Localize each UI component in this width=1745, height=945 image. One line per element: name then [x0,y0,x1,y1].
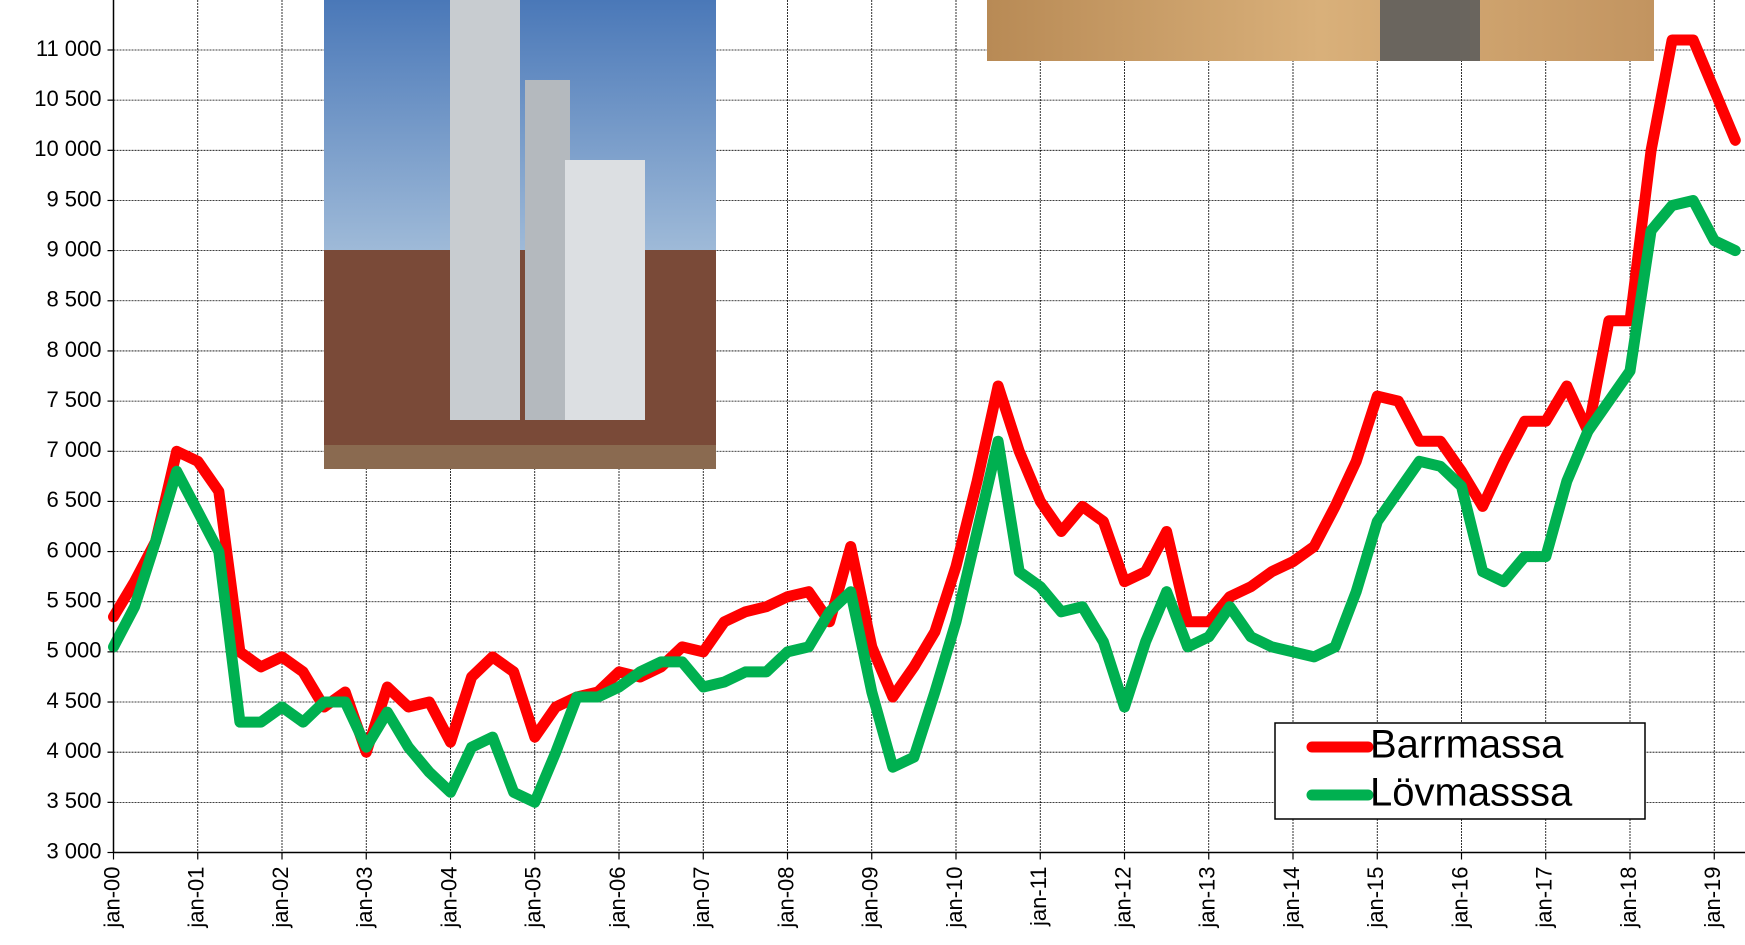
x-tick-label: jan-15 [1363,867,1388,929]
x-tick-label: jan-19 [1700,867,1725,929]
y-tick-label: 10 000 [34,136,101,161]
series-line [108,34,1741,758]
y-tick-label: 7 000 [46,437,101,462]
x-tick-label: jan-07 [689,867,714,929]
y-tick-label: 10 500 [34,86,101,111]
y-tick-label: 9 000 [46,236,101,261]
tower [565,160,645,420]
x-tick-label: jan-16 [1447,867,1472,929]
photo [987,0,1654,61]
photo-chips [987,0,1654,61]
x-tick-label: jan-11 [1026,867,1051,928]
y-tick-label: 3 500 [46,788,101,813]
y-tick-label: 7 500 [46,387,101,412]
x-tick-label: jan-09 [858,867,883,929]
y-tick-label: 4 500 [46,688,101,713]
x-tick-label: jan-10 [942,867,967,929]
y-tick-label: 9 500 [46,186,101,211]
x-tick-label: jan-04 [436,867,461,929]
x-tick-label: jan-18 [1616,867,1641,929]
ground [324,445,716,469]
legend-label: Barrmassa [1370,723,1564,767]
y-tick-label: 4 000 [46,738,101,763]
x-tick-label: jan-17 [1532,867,1557,929]
legend-box [1274,722,1646,820]
y-tick-label: 8 500 [46,287,101,312]
tower [525,80,570,420]
x-tick-label: jan-12 [1110,867,1135,929]
tower [450,0,520,420]
x-tick-label: jan-14 [1279,867,1304,929]
x-tick-label: jan-05 [521,867,546,929]
y-tick-label: 6 500 [46,487,101,512]
photo-plant [324,0,716,469]
series-lines [108,34,1741,808]
x-tick-label: jan-13 [1195,867,1220,929]
series-line [108,195,1741,808]
y-tick-label: 5 500 [46,588,101,613]
y-tick-label: 8 000 [46,337,101,362]
x-tick-label: jan-00 [99,867,124,929]
x-tick-label: jan-01 [184,867,209,929]
y-tick-label: 3 000 [46,838,101,863]
axes: 3 000 3 500 4 000 4 500 5 000 5 500 6 000 6 500… [34,0,1745,929]
legend-label: Lövmasssa [1370,771,1573,815]
x-tick-label: jan-02 [268,867,293,929]
x-tick-label: jan-06 [605,867,630,929]
x-tick-label: jan-03 [352,867,377,929]
wall [1380,0,1480,61]
y-tick-label: 6 000 [46,537,101,562]
x-tick-label: jan-08 [773,867,798,929]
y-tick-label: 5 000 [46,638,101,663]
y-tick-label: 11 000 [36,36,102,61]
